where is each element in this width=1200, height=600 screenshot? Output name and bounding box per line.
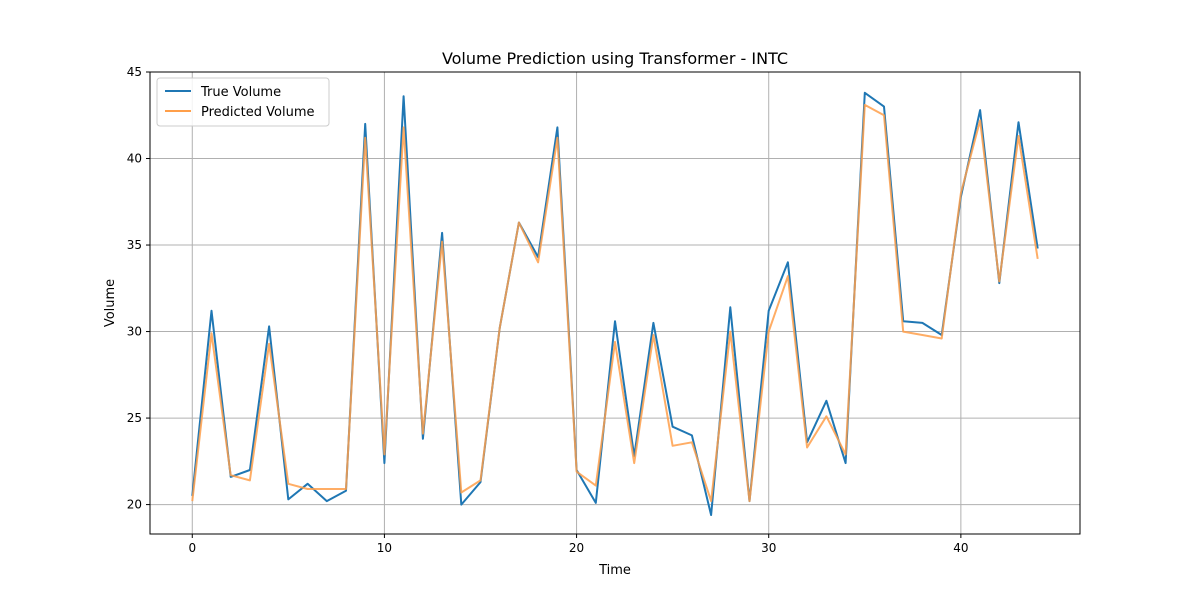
legend: True Volume Predicted Volume xyxy=(156,77,330,127)
legend-label-predicted-volume: Predicted Volume xyxy=(201,105,315,120)
x-tick-label: 40 xyxy=(953,541,968,555)
x-tick-label: 10 xyxy=(377,541,392,555)
y-tick-label: 45 xyxy=(127,65,142,79)
grid xyxy=(150,71,1080,534)
y-axis-label: Volume xyxy=(103,279,118,327)
y-tick-label: 40 xyxy=(127,152,142,166)
series-line-true-volume xyxy=(191,91,1039,516)
series-line-predicted-volume xyxy=(191,103,1039,503)
y-tick-label: 25 xyxy=(127,411,142,425)
x-tick-label: 0 xyxy=(188,541,196,555)
axis-ticks: 0 10 20 30 40 20 25 30 35 40 45 xyxy=(127,65,969,555)
x-axis-label: Time xyxy=(598,563,631,578)
legend-label-true-volume: True Volume xyxy=(200,85,281,100)
x-tick-label: 20 xyxy=(569,541,584,555)
y-tick-label: 30 xyxy=(127,325,142,339)
chart-title: Volume Prediction using Transformer - IN… xyxy=(442,49,788,68)
y-tick-label: 20 xyxy=(127,498,142,512)
plot-series xyxy=(191,91,1039,516)
y-tick-label: 35 xyxy=(127,238,142,252)
plot-area xyxy=(149,71,1081,535)
legend-box xyxy=(156,77,330,127)
x-tick-label: 30 xyxy=(761,541,776,555)
